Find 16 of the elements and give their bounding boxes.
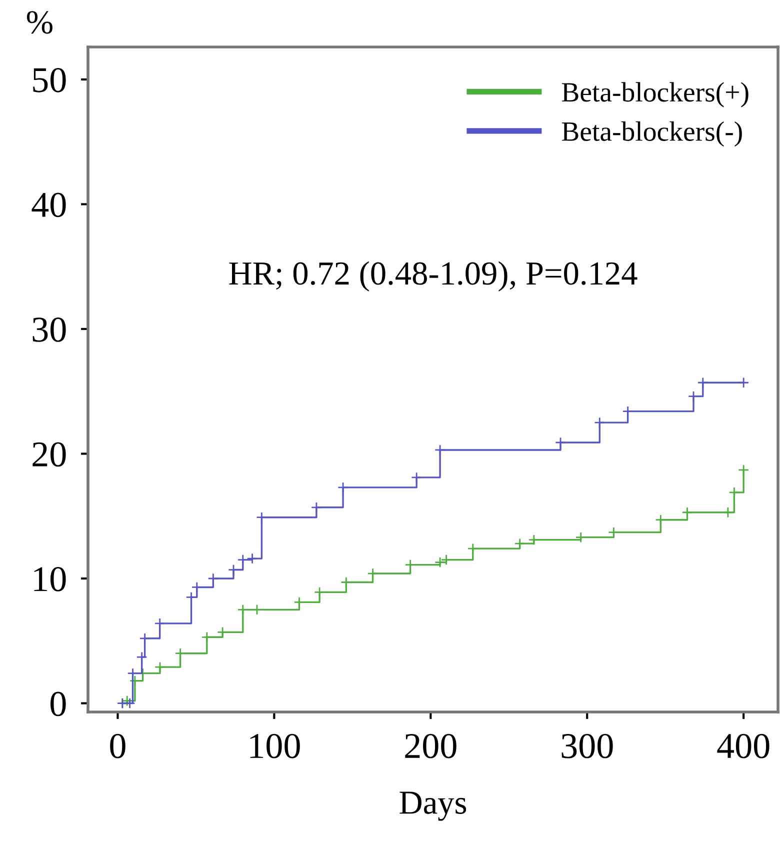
y-tick-label: 50 (33, 68, 66, 92)
legend-label: Beta-blockers(-) (562, 121, 742, 147)
y-tick-label: 30 (32, 317, 66, 342)
x-tick-label: 100 (250, 734, 300, 758)
x-tick-label: 300 (562, 734, 613, 758)
y-tick-label: 0 (50, 692, 66, 716)
y-axis-title: % (26, 11, 52, 34)
legend-label: Beta-blockers(+) (562, 82, 748, 108)
x-axis-title: Days (400, 792, 466, 821)
x-tick-label: 0 (110, 734, 126, 758)
x-tick-label: 200 (405, 734, 456, 758)
y-tick-label: 10 (34, 567, 66, 592)
annotation: HR; 0.72 (0.48-1.09), P=0.124 (229, 261, 638, 292)
x-tick-label: 400 (717, 734, 770, 758)
y-tick-label: 20 (32, 442, 66, 467)
y-tick-label: 40 (32, 192, 66, 218)
